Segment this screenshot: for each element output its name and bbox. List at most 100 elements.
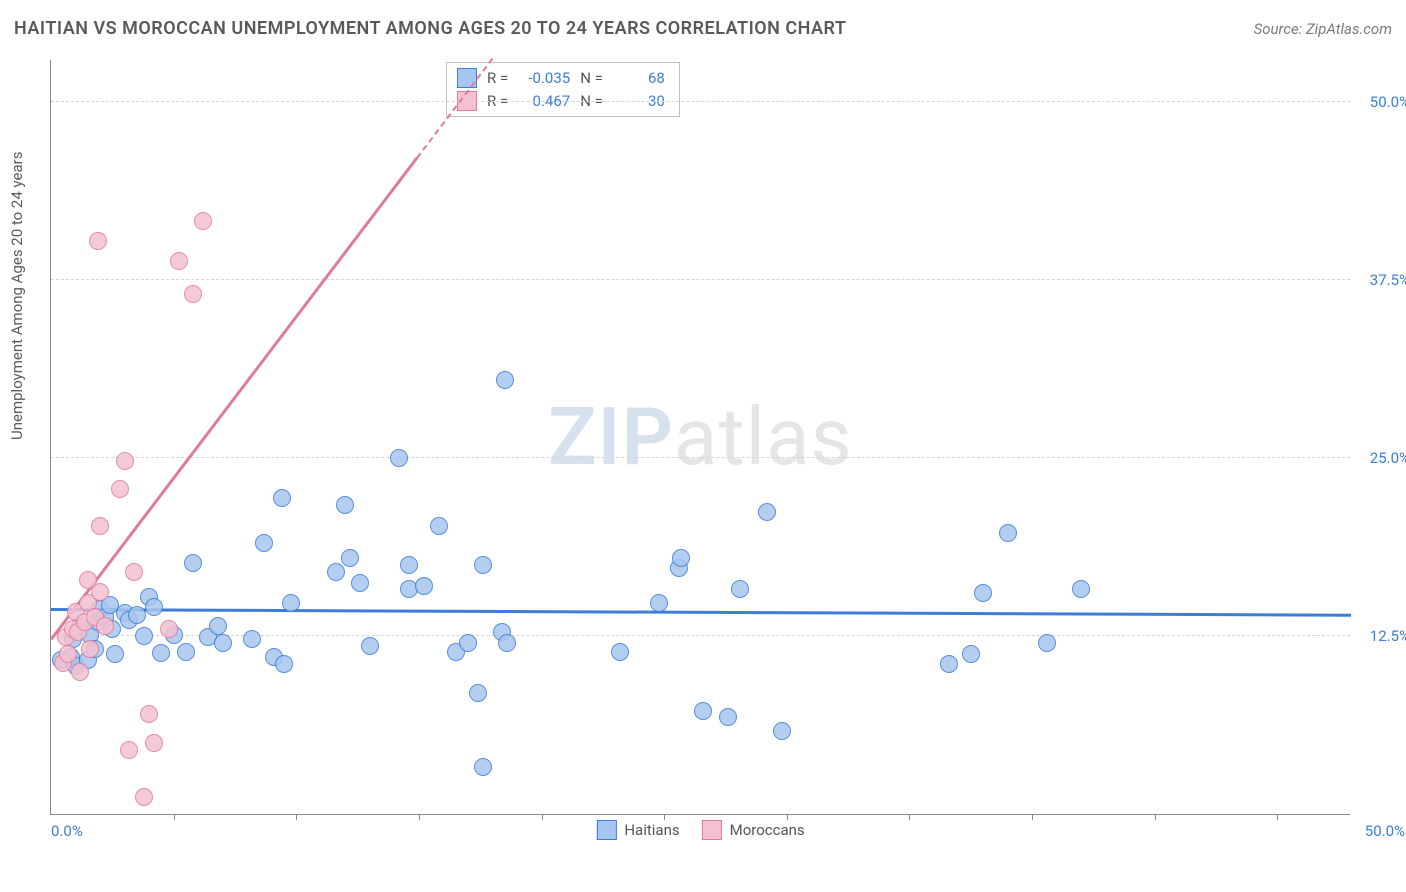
data-point-haitians [184,554,202,572]
data-point-haitians [611,643,629,661]
x-tick [542,814,543,820]
x-tick [1277,814,1278,820]
data-point-moroccans [145,734,163,752]
data-point-haitians [474,758,492,776]
data-point-haitians [361,637,379,655]
gridline [51,101,1350,102]
y-tick-label: 37.5% [1370,271,1406,289]
x-tick [664,814,665,820]
data-point-moroccans [160,620,178,638]
x-tick [174,814,175,820]
data-point-moroccans [91,517,109,535]
data-point-moroccans [89,232,107,250]
data-point-haitians [719,708,737,726]
chart-title: HAITIAN VS MOROCCAN UNEMPLOYMENT AMONG A… [14,18,847,39]
data-point-haitians [152,644,170,662]
data-point-haitians [1072,580,1090,598]
data-point-haitians [135,627,153,645]
data-point-haitians [962,645,980,663]
trend-line [51,608,1351,616]
data-point-haitians [694,702,712,720]
data-point-moroccans [91,583,109,601]
x-tick [909,814,910,820]
data-point-haitians [275,655,293,673]
bottom-legend: Haitians Moroccans [596,820,804,840]
data-point-haitians [273,489,291,507]
y-tick-label: 50.0% [1370,93,1406,111]
data-point-haitians [731,580,749,598]
swatch-haitians-icon [596,820,616,840]
y-tick-label: 12.5% [1370,627,1406,645]
data-point-haitians [650,594,668,612]
data-point-moroccans [120,741,138,759]
swatch-moroccans-icon [702,820,722,840]
data-point-moroccans [194,212,212,230]
data-point-moroccans [125,563,143,581]
data-point-haitians [177,643,195,661]
data-point-moroccans [111,480,129,498]
data-point-moroccans [135,788,153,806]
x-axis-min-label: 0.0% [51,822,83,840]
data-point-haitians [999,524,1017,542]
x-tick [1155,814,1156,820]
data-point-haitians [940,655,958,673]
data-point-moroccans [184,285,202,303]
x-tick [787,814,788,820]
data-point-moroccans [81,640,99,658]
data-point-moroccans [140,705,158,723]
data-point-haitians [672,549,690,567]
data-point-haitians [498,634,516,652]
data-point-haitians [341,549,359,567]
data-point-haitians [974,584,992,602]
gridline [51,457,1350,458]
data-point-haitians [1038,634,1056,652]
data-point-haitians [145,598,163,616]
data-point-haitians [415,577,433,595]
data-point-haitians [430,517,448,535]
legend-item-haitians: Haitians [596,820,679,840]
data-point-haitians [469,684,487,702]
data-point-haitians [474,556,492,574]
data-point-haitians [106,645,124,663]
data-point-haitians [390,449,408,467]
x-tick [419,814,420,820]
x-tick [1032,814,1033,820]
data-point-haitians [243,630,261,648]
data-point-haitians [282,594,300,612]
r-value-haitians: -0.035 [518,67,570,90]
chart-area: ZIPatlas R = -0.035 N = 68 R = 0.467 N =… [50,60,1350,815]
n-label: N = [580,67,603,90]
x-tick [296,814,297,820]
y-axis-label: Unemployment Among Ages 20 to 24 years [8,152,26,440]
data-point-haitians [209,617,227,635]
data-point-haitians [773,722,791,740]
data-point-haitians [214,634,232,652]
data-point-haitians [400,556,418,574]
legend-label-haitians: Haitians [624,821,679,839]
data-point-haitians [351,574,369,592]
data-point-haitians [459,634,477,652]
legend-label-moroccans: Moroccans [730,821,805,839]
source-label: Source: ZipAtlas.com [1254,20,1392,38]
data-point-haitians [758,503,776,521]
data-point-haitians [496,371,514,389]
data-point-haitians [128,606,146,624]
n-value-haitians: 68 [613,67,665,90]
data-point-haitians [327,563,345,581]
trend-line [50,157,418,640]
legend-item-moroccans: Moroccans [702,820,805,840]
data-point-moroccans [96,617,114,635]
data-point-haitians [255,534,273,552]
watermark: ZIPatlas [548,390,853,484]
y-tick-label: 25.0% [1370,449,1406,467]
swatch-haitians-icon [457,68,477,88]
data-point-moroccans [116,452,134,470]
stats-row-haitians: R = -0.035 N = 68 [457,67,665,90]
data-point-haitians [336,496,354,514]
x-axis-max-label: 50.0% [1365,822,1405,840]
r-label: R = [487,67,508,90]
gridline [51,279,1350,280]
data-point-moroccans [170,252,188,270]
data-point-moroccans [59,645,77,663]
data-point-moroccans [71,663,89,681]
